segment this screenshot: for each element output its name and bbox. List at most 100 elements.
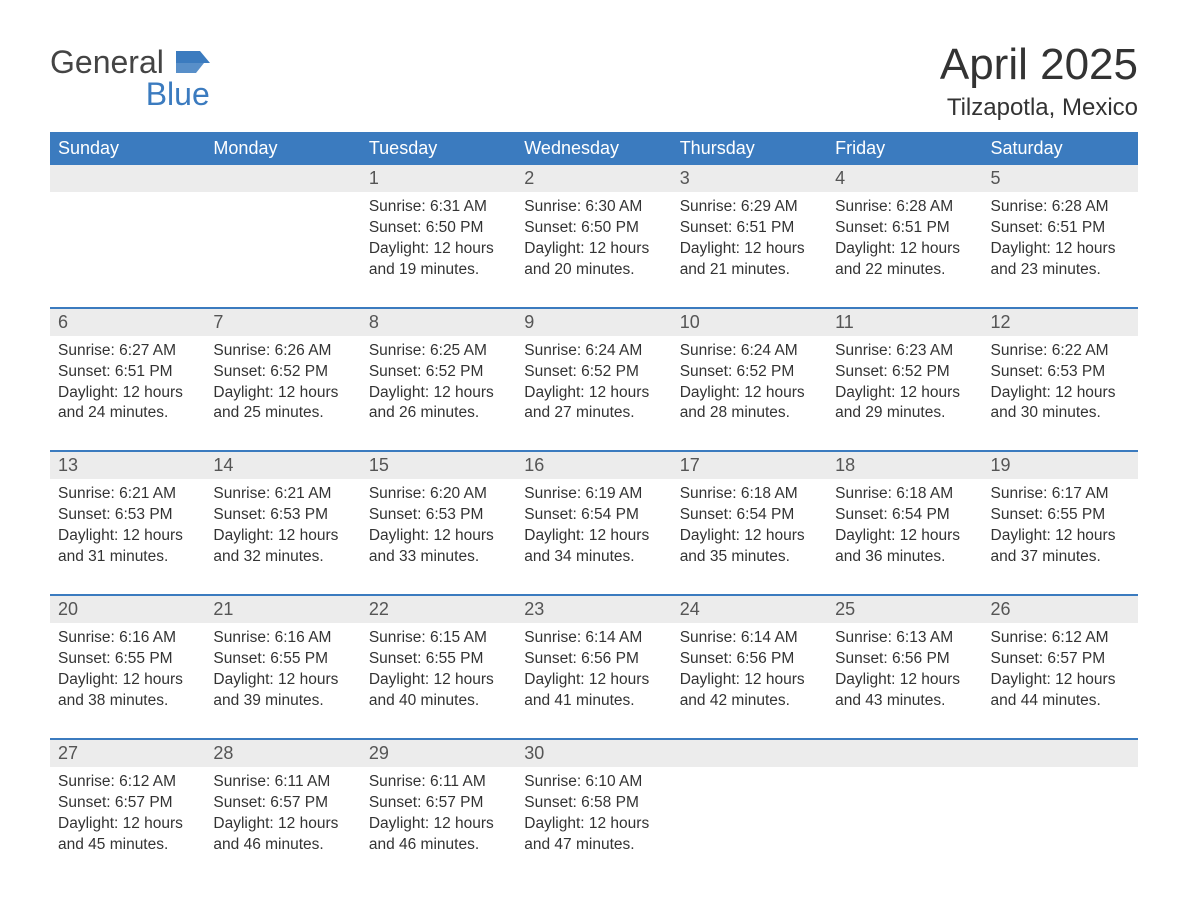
day-detail-cell: Sunrise: 6:22 AMSunset: 6:53 PMDaylight:…: [983, 336, 1138, 452]
sunset-text: Sunset: 6:55 PM: [991, 505, 1130, 526]
day-detail-cell: Sunrise: 6:24 AMSunset: 6:52 PMDaylight:…: [672, 336, 827, 452]
sunset-text: Sunset: 6:54 PM: [680, 505, 819, 526]
dow-sun: Sunday: [50, 132, 205, 165]
sunrise-text: Sunrise: 6:13 AM: [835, 628, 974, 649]
sunset-text: Sunset: 6:51 PM: [835, 218, 974, 239]
daylight-text: Daylight: 12 hours and 20 minutes.: [524, 239, 663, 281]
sunrise-text: Sunrise: 6:30 AM: [524, 197, 663, 218]
daylight-text: Daylight: 12 hours and 38 minutes.: [58, 670, 197, 712]
sunset-text: Sunset: 6:53 PM: [213, 505, 352, 526]
sunrise-text: Sunrise: 6:17 AM: [991, 484, 1130, 505]
dow-sat: Saturday: [983, 132, 1138, 165]
daylight-text: Daylight: 12 hours and 29 minutes.: [835, 383, 974, 425]
brand-line1: General: [50, 44, 164, 80]
daynum-row: 13141516171819: [50, 452, 1138, 479]
day-number-cell: 6: [50, 309, 205, 336]
day-number-cell: 14: [205, 452, 360, 479]
day-detail-cell: Sunrise: 6:23 AMSunset: 6:52 PMDaylight:…: [827, 336, 982, 452]
daylight-text: Daylight: 12 hours and 21 minutes.: [680, 239, 819, 281]
day-number-cell: [205, 165, 360, 192]
day-number-cell: [827, 740, 982, 767]
daylight-text: Daylight: 12 hours and 46 minutes.: [213, 814, 352, 856]
day-detail-cell: Sunrise: 6:29 AMSunset: 6:51 PMDaylight:…: [672, 192, 827, 308]
daylight-text: Daylight: 12 hours and 44 minutes.: [991, 670, 1130, 712]
sunrise-text: Sunrise: 6:14 AM: [524, 628, 663, 649]
day-detail-cell: Sunrise: 6:24 AMSunset: 6:52 PMDaylight:…: [516, 336, 671, 452]
day-number-cell: 4: [827, 165, 982, 192]
sunrise-text: Sunrise: 6:14 AM: [680, 628, 819, 649]
day-number-cell: [983, 740, 1138, 767]
daylight-text: Daylight: 12 hours and 47 minutes.: [524, 814, 663, 856]
day-detail-cell: Sunrise: 6:15 AMSunset: 6:55 PMDaylight:…: [361, 623, 516, 739]
sunset-text: Sunset: 6:53 PM: [991, 362, 1130, 383]
sunrise-text: Sunrise: 6:26 AM: [213, 341, 352, 362]
daynum-row: 20212223242526: [50, 596, 1138, 623]
sunrise-text: Sunrise: 6:24 AM: [524, 341, 663, 362]
day-number-cell: [50, 165, 205, 192]
day-number-cell: 30: [516, 740, 671, 767]
sunset-text: Sunset: 6:55 PM: [213, 649, 352, 670]
sunset-text: Sunset: 6:55 PM: [369, 649, 508, 670]
sunrise-text: Sunrise: 6:18 AM: [835, 484, 974, 505]
sunrise-text: Sunrise: 6:23 AM: [835, 341, 974, 362]
day-number-cell: 12: [983, 309, 1138, 336]
sunrise-text: Sunrise: 6:16 AM: [213, 628, 352, 649]
daylight-text: Daylight: 12 hours and 23 minutes.: [991, 239, 1130, 281]
sunset-text: Sunset: 6:54 PM: [524, 505, 663, 526]
day-number-cell: 18: [827, 452, 982, 479]
dow-tue: Tuesday: [361, 132, 516, 165]
day-number-cell: 3: [672, 165, 827, 192]
day-number-cell: 19: [983, 452, 1138, 479]
header: General Blue April 2025 Tilzapotla, Mexi…: [50, 40, 1138, 122]
brand-logo: General Blue: [50, 40, 210, 110]
detail-row: Sunrise: 6:12 AMSunset: 6:57 PMDaylight:…: [50, 767, 1138, 882]
sunrise-text: Sunrise: 6:28 AM: [835, 197, 974, 218]
sunrise-text: Sunrise: 6:22 AM: [991, 341, 1130, 362]
day-detail-cell: Sunrise: 6:25 AMSunset: 6:52 PMDaylight:…: [361, 336, 516, 452]
daylight-text: Daylight: 12 hours and 25 minutes.: [213, 383, 352, 425]
daylight-text: Daylight: 12 hours and 19 minutes.: [369, 239, 508, 281]
location-label: Tilzapotla, Mexico: [940, 94, 1138, 122]
day-number-cell: 1: [361, 165, 516, 192]
daylight-text: Daylight: 12 hours and 34 minutes.: [524, 526, 663, 568]
day-detail-cell: Sunrise: 6:21 AMSunset: 6:53 PMDaylight:…: [50, 479, 205, 595]
daynum-row: 12345: [50, 165, 1138, 192]
sunrise-text: Sunrise: 6:25 AM: [369, 341, 508, 362]
sunset-text: Sunset: 6:52 PM: [369, 362, 508, 383]
sunset-text: Sunset: 6:51 PM: [991, 218, 1130, 239]
day-number-cell: 27: [50, 740, 205, 767]
day-number-cell: 29: [361, 740, 516, 767]
day-number-cell: 16: [516, 452, 671, 479]
sunset-text: Sunset: 6:57 PM: [213, 793, 352, 814]
daylight-text: Daylight: 12 hours and 35 minutes.: [680, 526, 819, 568]
day-detail-cell: Sunrise: 6:14 AMSunset: 6:56 PMDaylight:…: [516, 623, 671, 739]
sunrise-text: Sunrise: 6:15 AM: [369, 628, 508, 649]
day-number-cell: 2: [516, 165, 671, 192]
day-number-cell: 13: [50, 452, 205, 479]
dow-wed: Wednesday: [516, 132, 671, 165]
day-detail-cell: [205, 192, 360, 308]
daylight-text: Daylight: 12 hours and 27 minutes.: [524, 383, 663, 425]
sunrise-text: Sunrise: 6:10 AM: [524, 772, 663, 793]
daylight-text: Daylight: 12 hours and 45 minutes.: [58, 814, 197, 856]
sunset-text: Sunset: 6:52 PM: [524, 362, 663, 383]
detail-row: Sunrise: 6:27 AMSunset: 6:51 PMDaylight:…: [50, 336, 1138, 452]
daylight-text: Daylight: 12 hours and 36 minutes.: [835, 526, 974, 568]
dow-mon: Monday: [205, 132, 360, 165]
day-detail-cell: Sunrise: 6:18 AMSunset: 6:54 PMDaylight:…: [827, 479, 982, 595]
day-detail-cell: Sunrise: 6:10 AMSunset: 6:58 PMDaylight:…: [516, 767, 671, 882]
sunrise-text: Sunrise: 6:20 AM: [369, 484, 508, 505]
daylight-text: Daylight: 12 hours and 43 minutes.: [835, 670, 974, 712]
detail-row: Sunrise: 6:21 AMSunset: 6:53 PMDaylight:…: [50, 479, 1138, 595]
sunset-text: Sunset: 6:56 PM: [835, 649, 974, 670]
sunset-text: Sunset: 6:53 PM: [369, 505, 508, 526]
sunrise-text: Sunrise: 6:12 AM: [58, 772, 197, 793]
day-number-cell: 21: [205, 596, 360, 623]
day-number-cell: 25: [827, 596, 982, 623]
sunset-text: Sunset: 6:52 PM: [680, 362, 819, 383]
day-detail-cell: Sunrise: 6:26 AMSunset: 6:52 PMDaylight:…: [205, 336, 360, 452]
sunset-text: Sunset: 6:51 PM: [680, 218, 819, 239]
sunrise-text: Sunrise: 6:29 AM: [680, 197, 819, 218]
sunset-text: Sunset: 6:50 PM: [369, 218, 508, 239]
daylight-text: Daylight: 12 hours and 46 minutes.: [369, 814, 508, 856]
